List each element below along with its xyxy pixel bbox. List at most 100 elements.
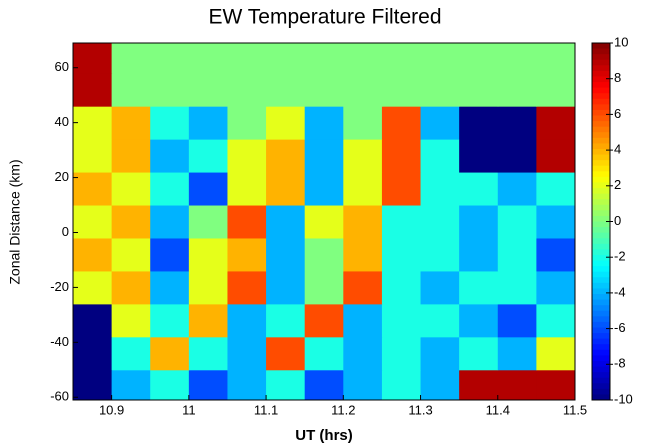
heatmap-cell bbox=[536, 336, 575, 371]
heatmap-cell bbox=[111, 237, 151, 272]
colorbar-segment bbox=[592, 282, 610, 289]
heatmap-cell bbox=[536, 270, 575, 305]
heatmap-cell bbox=[111, 270, 151, 305]
heatmap-cell bbox=[381, 336, 422, 371]
heatmap-cell bbox=[381, 270, 422, 305]
heatmap-cell bbox=[73, 336, 113, 371]
heatmap-cell bbox=[497, 43, 537, 74]
heatmap-cell bbox=[150, 369, 190, 400]
heatmap-cell bbox=[343, 73, 383, 107]
heatmap-cell bbox=[381, 369, 422, 400]
colorbar-segment bbox=[592, 104, 610, 111]
y-axis-label: Zonal Distance (km) bbox=[7, 159, 23, 284]
colorbar-segment bbox=[592, 271, 610, 278]
heatmap-cell bbox=[111, 369, 151, 400]
heatmap-cell bbox=[343, 237, 383, 272]
heatmap-cell bbox=[304, 106, 344, 140]
heatmap-cell bbox=[150, 106, 190, 140]
heatmap-cell bbox=[420, 270, 460, 305]
heatmap-cell bbox=[459, 270, 499, 305]
heatmap-cell bbox=[188, 336, 228, 371]
heatmap-cell bbox=[497, 139, 537, 173]
heatmap-cell bbox=[343, 270, 383, 305]
colorbar-segment bbox=[592, 366, 610, 373]
y-tick-label: 0 bbox=[62, 224, 69, 239]
heatmap-cell bbox=[188, 270, 228, 305]
heatmap-cell bbox=[459, 303, 499, 338]
heatmap-cell bbox=[188, 43, 228, 74]
heatmap-cell bbox=[73, 139, 113, 173]
x-tick-label: 11.4 bbox=[486, 402, 510, 417]
heatmap-cell bbox=[73, 106, 113, 140]
heatmap-cell bbox=[227, 43, 267, 74]
heatmap-cell bbox=[266, 73, 306, 107]
heatmap-cell bbox=[304, 369, 344, 400]
heatmap-cell bbox=[497, 270, 537, 305]
colorbar-segment bbox=[592, 48, 610, 55]
colorbar-segment bbox=[592, 210, 610, 217]
heatmap-cell bbox=[343, 205, 383, 239]
heatmap-cell bbox=[459, 73, 499, 107]
heatmap-cell bbox=[420, 303, 460, 338]
heatmap-cell bbox=[266, 106, 306, 140]
heatmap-cell bbox=[459, 106, 499, 140]
heatmap-cell bbox=[111, 336, 151, 371]
heatmap-cell bbox=[73, 205, 113, 239]
heatmap-cell bbox=[150, 237, 190, 272]
colorbar-tick-label: 10 bbox=[614, 34, 628, 49]
colorbar-segment bbox=[592, 383, 610, 390]
colorbar-tick-label: 8 bbox=[614, 70, 621, 85]
heatmap-cell bbox=[111, 205, 151, 239]
colorbar-segment bbox=[592, 98, 610, 105]
colorbar-segment bbox=[592, 249, 610, 256]
heatmap-cell bbox=[381, 205, 422, 239]
heatmap-cell bbox=[420, 43, 460, 74]
heatmap-cell bbox=[420, 205, 460, 239]
colorbar-segment bbox=[592, 310, 610, 317]
colorbar-segment bbox=[592, 171, 610, 178]
colorbar-segment bbox=[592, 360, 610, 368]
heatmap-cell bbox=[381, 303, 422, 338]
colorbar-segment bbox=[592, 327, 610, 334]
heatmap-cell bbox=[73, 369, 113, 400]
colorbar-segment bbox=[592, 87, 610, 94]
heatmap-cell bbox=[150, 303, 190, 338]
colorbar-segment bbox=[592, 254, 610, 262]
heatmap-cell bbox=[536, 139, 575, 173]
heatmap-cell bbox=[266, 237, 306, 272]
heatmap-cell bbox=[343, 139, 383, 173]
heatmap-cell bbox=[420, 172, 460, 206]
heatmap-cell bbox=[266, 303, 306, 338]
chart-title: EW Temperature Filtered bbox=[208, 6, 441, 29]
x-tick-label: 11.5 bbox=[563, 402, 587, 417]
heatmap-cell bbox=[304, 303, 344, 338]
colorbar-tick-label: -2 bbox=[614, 249, 626, 264]
y-tick-label: 40 bbox=[55, 114, 69, 129]
colorbar-tick-label: -10 bbox=[614, 391, 633, 406]
colorbar-segment bbox=[592, 277, 610, 284]
colorbar-tick-label: 2 bbox=[614, 177, 621, 192]
heatmap-cell bbox=[459, 237, 499, 272]
colorbar-segment bbox=[592, 221, 610, 228]
colorbar-segment bbox=[592, 59, 610, 66]
heatmap-cell bbox=[73, 237, 113, 272]
heatmap-cell bbox=[227, 237, 267, 272]
heatmap-cell bbox=[73, 172, 113, 206]
heatmap-cell bbox=[343, 336, 383, 371]
heatmap-cell bbox=[304, 139, 344, 173]
heatmap-cell bbox=[266, 43, 306, 74]
heatmap-cell bbox=[304, 237, 344, 272]
heatmap-cell bbox=[343, 303, 383, 338]
heatmap-cell bbox=[227, 369, 267, 400]
heatmap-cell bbox=[536, 237, 575, 272]
heatmap-cell bbox=[188, 139, 228, 173]
heatmap-cell bbox=[343, 106, 383, 140]
heatmap-cell bbox=[150, 73, 190, 107]
colorbar-segment bbox=[592, 43, 610, 50]
heatmap-cell bbox=[343, 43, 383, 74]
heatmap-cell bbox=[266, 270, 306, 305]
plot-frame bbox=[72, 42, 576, 401]
heatmap-cell bbox=[304, 172, 344, 206]
heatmap-cell bbox=[497, 303, 537, 338]
colorbar-segment bbox=[592, 70, 610, 77]
